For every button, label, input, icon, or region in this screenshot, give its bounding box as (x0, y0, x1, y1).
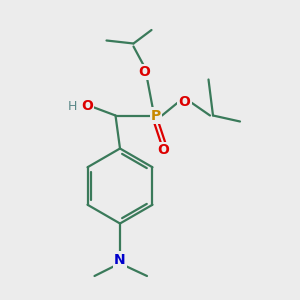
Text: O: O (178, 95, 190, 109)
Text: O: O (81, 100, 93, 113)
Text: O: O (138, 65, 150, 79)
Text: N: N (114, 253, 126, 266)
Text: H: H (67, 100, 77, 113)
Text: O: O (158, 143, 169, 157)
Text: P: P (151, 109, 161, 122)
